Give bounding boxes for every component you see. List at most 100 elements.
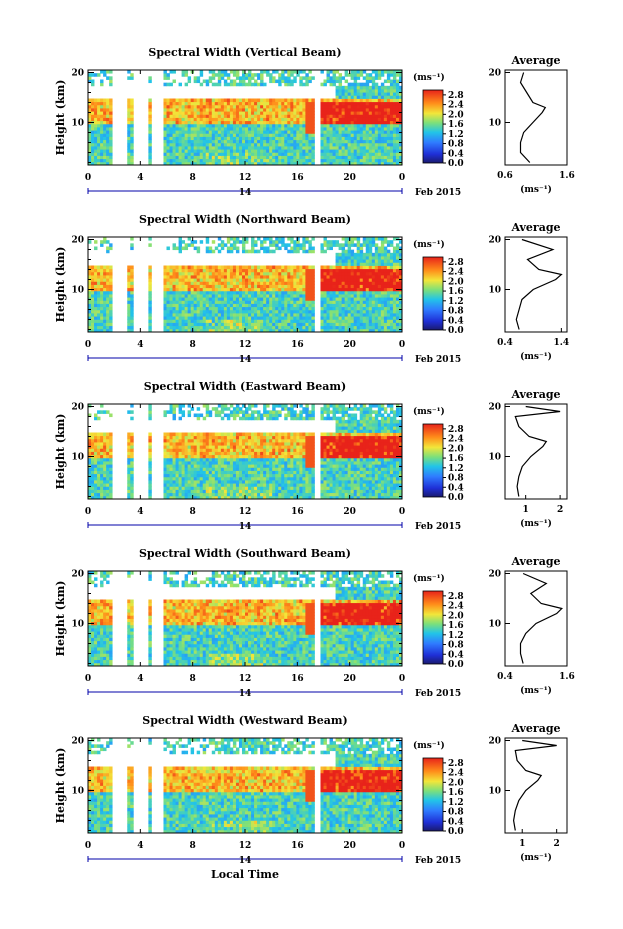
heatmap-cell: [341, 120, 346, 125]
heatmap-cell: [172, 319, 176, 323]
heatmap-cell: [374, 495, 379, 500]
heatmap-cell: [211, 158, 216, 163]
heatmap-cell: [329, 275, 333, 279]
heatmap-cell: [251, 316, 255, 320]
heatmap-cell: [377, 120, 382, 125]
heatmap-cell: [229, 294, 234, 298]
heatmap-cell: [94, 101, 98, 106]
heatmap-cell: [392, 152, 397, 156]
heatmap-cell: [229, 133, 234, 137]
heatmap-cell: [359, 85, 364, 90]
heatmap-cell: [368, 142, 373, 147]
heatmap-cell: [103, 149, 107, 153]
heatmap-cell: [281, 101, 285, 106]
heatmap-cell: [368, 489, 373, 494]
heatmap-cell: [374, 237, 379, 241]
heatmap-cell: [383, 306, 388, 311]
heatmap-cell: [254, 268, 258, 273]
heatmap-cell: [106, 101, 110, 106]
heatmap-cell: [395, 265, 400, 270]
heatmap-cell: [341, 92, 346, 96]
heatmap-cell: [338, 328, 343, 333]
heatmap-cell: [320, 325, 324, 330]
heatmap-cell: [235, 271, 240, 276]
heatmap-cell: [106, 70, 110, 74]
heatmap-cell: [88, 79, 92, 84]
heatmap-cell: [344, 79, 349, 84]
heatmap-cell: [257, 108, 261, 112]
heatmap-cell: [281, 142, 285, 147]
heatmap-cell: [130, 130, 134, 134]
heatmap-cell: [368, 486, 373, 490]
heatmap-cell: [257, 284, 261, 289]
heatmap-cell: [329, 303, 333, 308]
heatmap-cell: [362, 123, 367, 128]
heatmap-cell: [281, 98, 285, 103]
heatmap-cell: [130, 316, 134, 320]
heatmap-cell: [335, 287, 339, 292]
heatmap-cell: [380, 294, 385, 298]
heatmap-cell: [226, 123, 231, 128]
heatmap-cell: [374, 259, 379, 263]
heatmap-cell: [199, 294, 204, 298]
heatmap-cell: [130, 123, 134, 128]
heatmap-cell: [245, 268, 249, 273]
heatmap-cell: [299, 98, 303, 103]
heatmap-cell: [232, 70, 237, 74]
heatmap-cell: [106, 316, 110, 320]
heatmap-cell: [226, 127, 231, 131]
heatmap-cell: [266, 294, 270, 298]
heatmap-cell: [395, 114, 400, 118]
heatmap-cell: [181, 161, 186, 166]
heatmap-cell: [109, 325, 113, 330]
heatmap-cell: [323, 161, 327, 166]
heatmap-cell: [332, 114, 336, 118]
heatmap-cell: [290, 240, 294, 244]
heatmap-cell: [350, 89, 355, 93]
heatmap-cell: [269, 142, 273, 147]
heatmap-cell: [106, 278, 110, 282]
heatmap-cell: [341, 139, 346, 144]
heatmap-cell: [148, 316, 152, 320]
heatmap-cell: [251, 98, 255, 103]
heatmap-cell: [275, 265, 279, 270]
heatmap-cell: [184, 158, 189, 163]
heatmap-cell: [248, 319, 252, 323]
heatmap-cell: [181, 123, 186, 128]
heatmap-cell: [208, 265, 213, 270]
heatmap-cell: [166, 284, 170, 289]
heatmap-cell: [377, 290, 382, 295]
heatmap-cell: [392, 70, 397, 74]
colorbar-tick-label: 0.0: [448, 326, 464, 336]
heatmap-cell: [278, 290, 282, 295]
heatmap-cell: [362, 117, 367, 122]
heatmap-cell: [269, 161, 273, 166]
heatmap-cell: [365, 278, 370, 282]
heatmap-cell: [238, 101, 243, 106]
heatmap-cell: [389, 92, 394, 96]
heatmap-cell: [109, 123, 113, 128]
heatmap-cell: [88, 284, 92, 289]
heatmap-cell: [257, 313, 261, 317]
heatmap-cell: [284, 290, 288, 295]
heatmap-cell: [106, 322, 110, 327]
heatmap-cell: [335, 300, 339, 304]
heatmap-cell: [392, 483, 397, 487]
heatmap-cell: [362, 306, 367, 311]
heatmap-cell: [368, 322, 373, 327]
heatmap-cell: [380, 85, 385, 90]
heatmap-cell: [305, 300, 309, 304]
heatmap-cell: [389, 259, 394, 263]
heatmap-cell: [208, 70, 213, 74]
heatmap-cell: [326, 328, 330, 333]
heatmap-cell: [130, 300, 134, 304]
heatmap-cell: [263, 82, 267, 87]
heatmap-cell: [383, 268, 388, 273]
heatmap-cell: [91, 306, 95, 311]
heatmap-cell: [392, 136, 397, 141]
heatmap-cell: [130, 278, 134, 282]
heatmap-cell: [389, 152, 394, 156]
heatmap-cell: [178, 303, 182, 308]
heatmap-cell: [254, 300, 258, 304]
average-x-label: (ms⁻¹): [520, 184, 552, 195]
